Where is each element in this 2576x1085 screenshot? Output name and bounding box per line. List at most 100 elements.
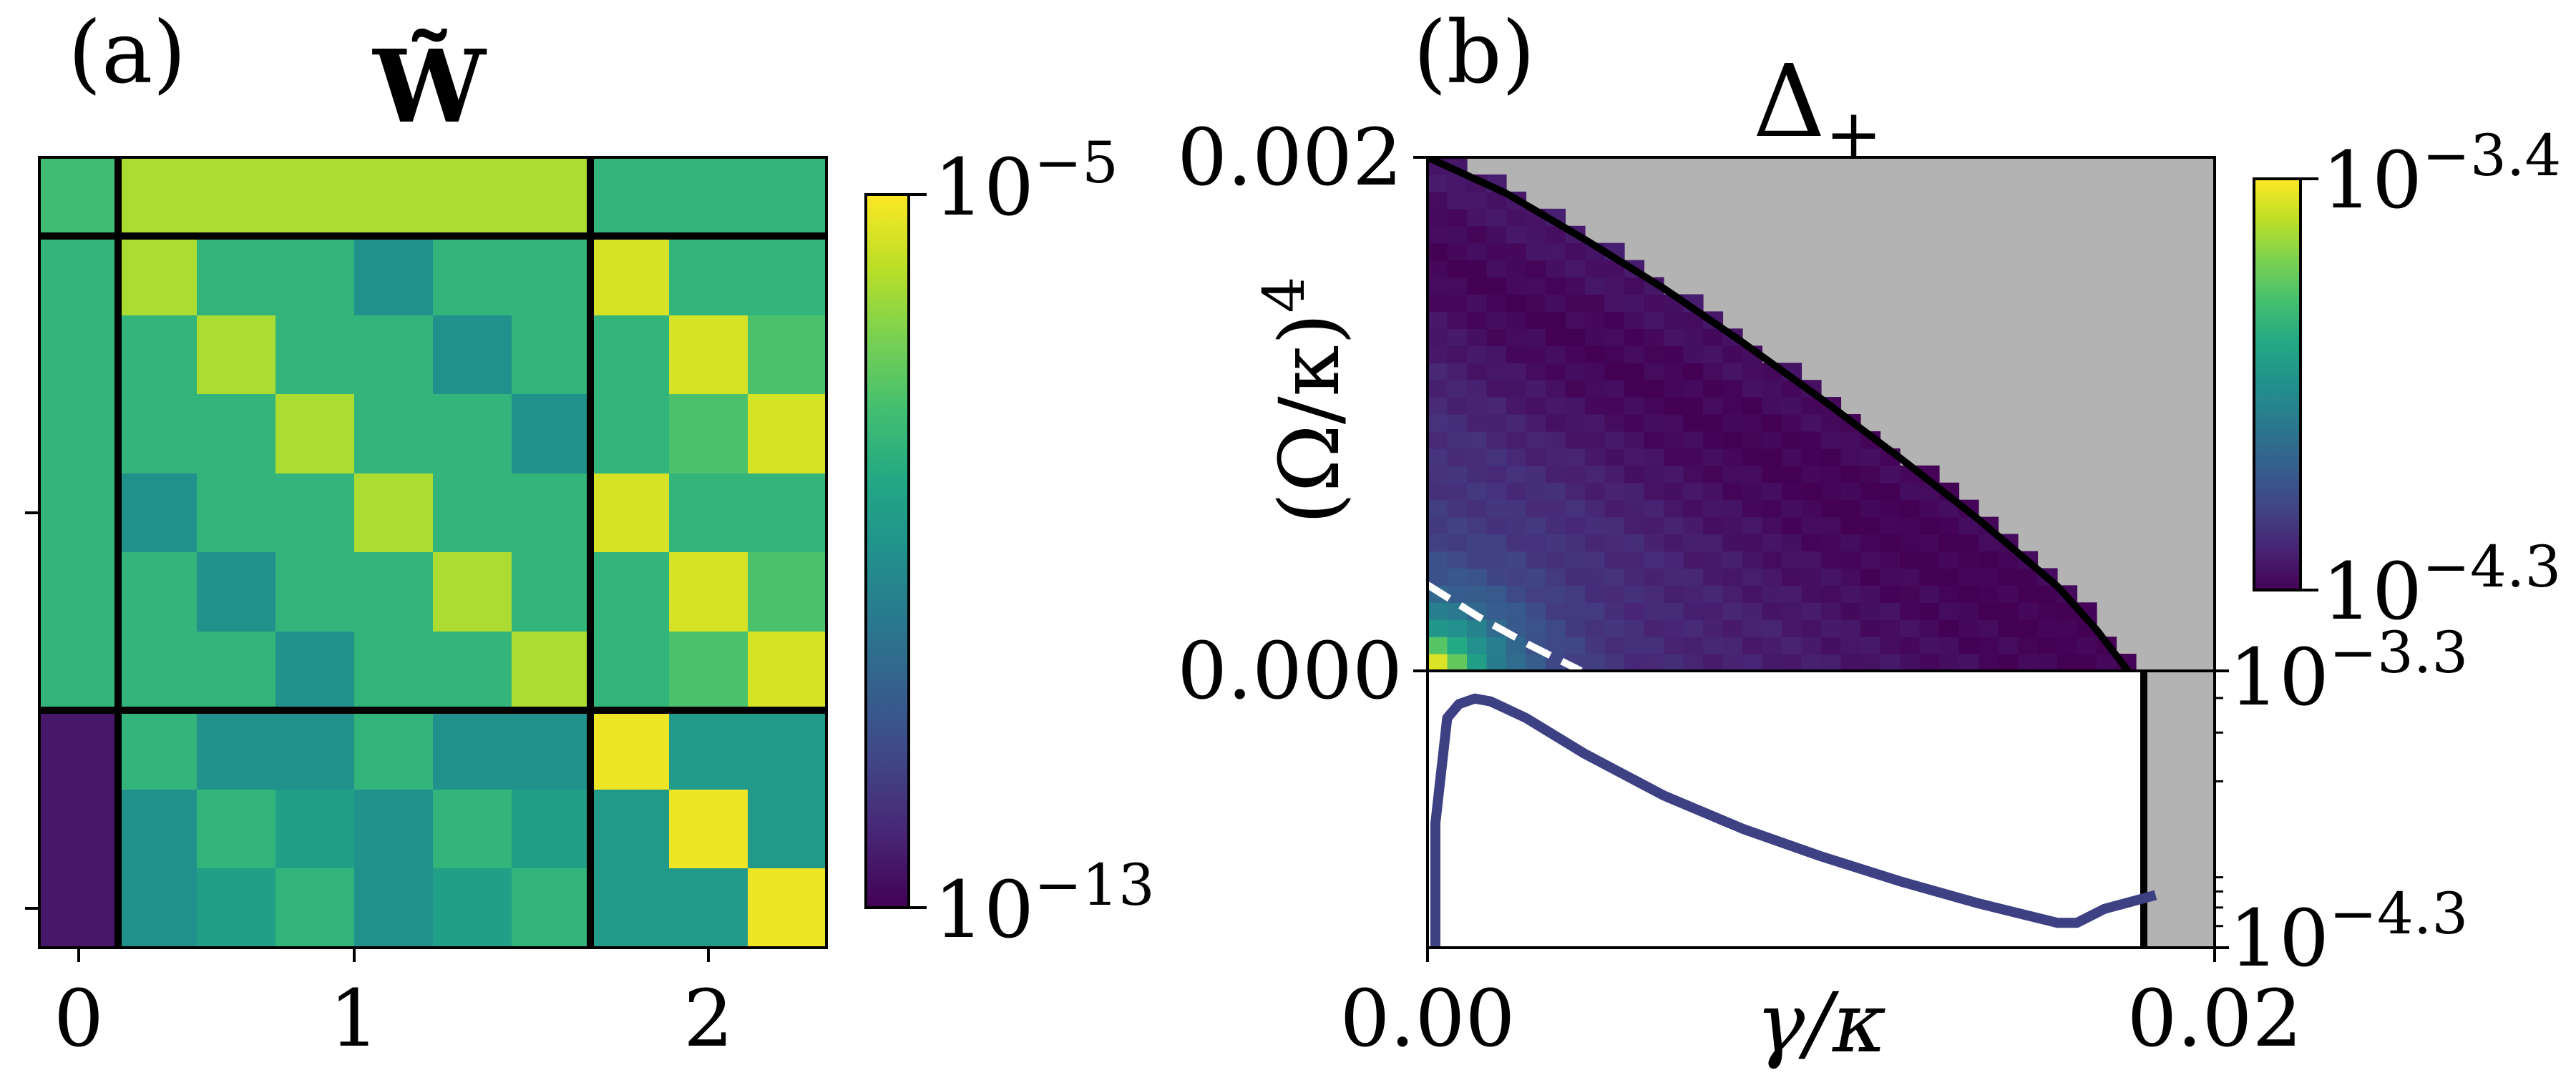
dashed-curve (1428, 581, 1583, 671)
heatmap-b-cell (1624, 414, 1645, 432)
heatmap-b-cell (1506, 551, 1527, 569)
heatmap-b-cell (1506, 277, 1527, 295)
heatmap-b-cell (1585, 328, 1606, 346)
heatmap-a-cell (39, 552, 119, 632)
heatmap-b-cell (1703, 431, 1724, 449)
heatmap-b-cell (1762, 516, 1782, 535)
heatmap-b-cell (1664, 448, 1684, 466)
heatmap-b-cell (1526, 431, 1546, 449)
heatmap-b-cell (1762, 499, 1782, 518)
panel-a-label: (a) (68, 4, 186, 103)
heatmap-b-cell (1742, 414, 1763, 432)
heatmap-b-cell (1526, 482, 1546, 501)
heatmap-b-cell (1604, 637, 1625, 654)
heatmap-b-cell (1958, 654, 1979, 671)
heatmap-b-cell (1900, 551, 1921, 569)
heatmap-b-cell (1604, 328, 1625, 346)
heatmap-b-cell (1486, 499, 1507, 518)
heatmap-b-cell (1565, 328, 1586, 346)
heatmap-a-cell (197, 710, 276, 790)
heatmap-b-cell (1860, 637, 1881, 654)
heatmap-b-cell (1979, 637, 1999, 654)
heatmap-b-cell (1585, 534, 1606, 552)
plot-b-bottom-frame (1426, 669, 2216, 949)
heatmap-a-cell (512, 790, 591, 869)
heatmap-b-cell (2018, 619, 2039, 637)
heatmap-b-cell (1801, 465, 1822, 483)
heatmap-b-cell (1604, 414, 1625, 432)
heatmap-b-cell (1782, 654, 1802, 671)
heatmap-b-cell (1565, 431, 1586, 449)
heatmap-b-cell (1860, 499, 1881, 518)
heatmap-b-cell (1486, 397, 1507, 415)
heatmap-b-cell (1447, 499, 1468, 518)
heatmap-b-cell (1801, 431, 1822, 449)
heatmap-b-cell (1683, 499, 1704, 518)
heatmap-a-cell (118, 552, 197, 632)
heatmap-b-cell (1467, 294, 1488, 312)
heatmap-b-cell (1664, 637, 1684, 654)
heatmap-b-cell (1782, 414, 1802, 432)
heatmap-b-cell (1486, 328, 1507, 346)
heatmap-b-cell (1428, 208, 1448, 227)
heatmap-b-cell (1880, 465, 1901, 483)
heatmap-a-cell (433, 552, 512, 632)
heatmap-b-cell (1683, 397, 1704, 415)
heatmap-b-cell (1428, 534, 1448, 552)
heatmap-b-cell (1683, 602, 1704, 620)
heatmap-b-cell (1919, 585, 1940, 603)
heatmap-b-cell (1722, 637, 1743, 654)
heatmap-b-cell (1624, 277, 1645, 295)
heatmap-b-cell (1428, 516, 1448, 535)
heatmap-b-cell (1585, 260, 1606, 278)
heatmap-b-cell (1565, 568, 1586, 586)
heatmap-b-cell (2018, 654, 2039, 671)
heatmap-b-cell (1447, 431, 1468, 449)
heatmap-b-cell (1742, 465, 1763, 483)
heatmap-b-cell (1604, 465, 1625, 483)
heatmap-b-cell (1526, 225, 1546, 244)
heatmap-b-cell (1664, 551, 1684, 569)
heatmap-b-cell (1644, 602, 1664, 620)
panel-b-title: Δ+ (1753, 44, 1883, 174)
heatmap-b-cell (1467, 277, 1488, 295)
heatmap-b-cell (1821, 534, 1842, 552)
heatmap-b-cell (1683, 619, 1704, 637)
heatmap-b-cell (1585, 465, 1606, 483)
heatmap-b-cell (1428, 260, 1448, 278)
heatmap-b-cell (1821, 482, 1842, 501)
heatmap-b-cell (1880, 516, 1901, 535)
heatmap-b-cell (1428, 499, 1448, 518)
heatmap-a-cell (275, 632, 355, 711)
heatmap-a-cell (275, 552, 355, 632)
heatmap-b-cell (1565, 448, 1586, 466)
heatmap-b-cell (1979, 568, 1999, 586)
heatmap-b-cell (1683, 465, 1704, 483)
heatmap-b-cell (1428, 311, 1448, 329)
heatmap-b-cell (1762, 568, 1782, 586)
heatmap-a-cell (118, 868, 197, 948)
heatmap-b-cell (1703, 654, 1724, 671)
heatmap-b-cell (1664, 380, 1684, 398)
heatmap-b-cell (1664, 602, 1684, 620)
heatmap-b-cell (1526, 619, 1546, 637)
heatmap-b-cell (1683, 363, 1704, 381)
heatmap-b-cell (1880, 534, 1901, 552)
heatmap-b-cell (1821, 568, 1842, 586)
heatmap-b-cell (1467, 242, 1488, 261)
heatmap-a-cell (39, 236, 119, 316)
heatmap-b-cell (1428, 551, 1448, 569)
heatmap-b-cell (1428, 345, 1448, 363)
heatmap-b-cell (1683, 585, 1704, 603)
heatmap-b-cell (1486, 260, 1507, 278)
heatmap-a-cell (39, 868, 119, 948)
heatmap-a-cell (118, 315, 197, 395)
heatmap-b-cell (2097, 654, 2117, 671)
heatmap-a-cell (433, 473, 512, 553)
heatmap-b-cell (1447, 311, 1468, 329)
heatmap-b-cell (1840, 637, 1861, 654)
line-series (1430, 693, 2157, 948)
heatmap-b-cell (1624, 465, 1645, 483)
heatmap-b-cell (1644, 465, 1664, 483)
heatmap-b-cell (1506, 534, 1527, 552)
